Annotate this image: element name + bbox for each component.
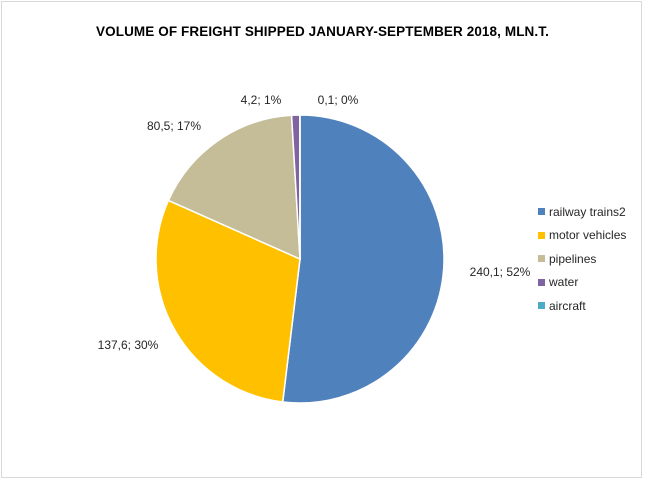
- data-label-railway-trains2: 240,1; 52%: [470, 265, 531, 279]
- pie-slice-motor-vehicles: [155, 199, 301, 403]
- legend-item-aircraft: aircraft: [538, 294, 626, 318]
- legend-swatch: [538, 255, 545, 263]
- legend-swatch: [538, 302, 545, 310]
- legend-label: pipelines: [549, 251, 597, 266]
- pie-slice-railway-trains2: [281, 114, 445, 404]
- data-label-motor-vehicles: 137,6; 30%: [98, 338, 159, 352]
- legend-swatch: [538, 231, 545, 239]
- legend-item-railway-trains2: railway trains2: [538, 200, 626, 224]
- pie-slice-pipelines: [167, 114, 301, 261]
- pie-slices: [155, 114, 445, 404]
- pie-data-labels: 240,1; 52% 137,6; 30% 80,5; 17% 4,2; 1% 0,1;…: [98, 93, 531, 352]
- legend: railway trains2 motor vehicles pipelines wa…: [538, 200, 626, 318]
- legend-label: water: [549, 275, 579, 290]
- chart-title: VOLUME OF FREIGHT SHIPPED JANUARY-SEPTEM…: [96, 24, 549, 39]
- legend-item-water: water: [538, 271, 626, 295]
- data-label-aircraft: 0,1; 0%: [318, 93, 359, 107]
- legend-item-motor-vehicles: motor vehicles: [538, 224, 626, 248]
- legend-label: aircraft: [549, 298, 586, 313]
- legend-label: railway trains2: [549, 204, 626, 219]
- legend-swatch: [538, 208, 545, 216]
- data-label-water: 4,2; 1%: [241, 93, 282, 107]
- legend-label: motor vehicles: [549, 228, 627, 243]
- legend-item-pipelines: pipelines: [538, 247, 626, 271]
- data-label-pipelines: 80,5; 17%: [147, 119, 201, 133]
- legend-swatch: [538, 278, 545, 286]
